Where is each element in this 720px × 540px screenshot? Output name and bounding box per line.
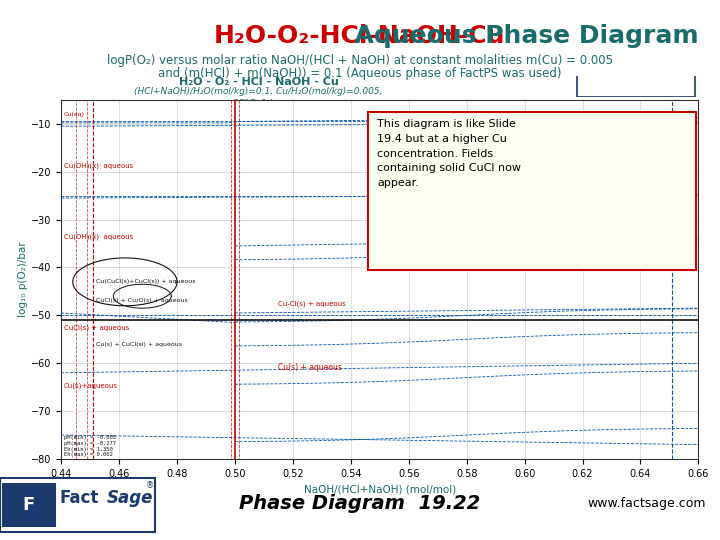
Text: Aqueous Phase Diagram: Aqueous Phase Diagram <box>22 24 698 48</box>
Text: (HCl+NaOH)/H₂O(mol/kg)=0.1, Cu/H₂O(mol/kg)=0.005,: (HCl+NaOH)/H₂O(mol/kg)=0.1, Cu/H₂O(mol/k… <box>134 87 383 97</box>
Text: ®: ® <box>673 77 681 85</box>
Text: pH(min) = -0.005
pH(max) = -0.277
Eh(min) = 1.350
Eh(max) = 0.002: pH(min) = -0.005 pH(max) = -0.277 Eh(min… <box>64 435 116 457</box>
Text: Cu-Cl(s) + aqueous: Cu-Cl(s) + aqueous <box>279 301 346 307</box>
Text: logP(O₂) versus molar ratio NaOH/(HCl + NaOH) at constant molalities m(Cu) = 0.0: logP(O₂) versus molar ratio NaOH/(HCl + … <box>107 54 613 67</box>
Text: Phase Diagram  19.22: Phase Diagram 19.22 <box>239 494 481 513</box>
Y-axis label: log₁₀ p(O₂)/bar: log₁₀ p(O₂)/bar <box>18 241 28 318</box>
Text: Sage: Sage <box>626 80 661 93</box>
Text: www.factsage.com: www.factsage.com <box>587 497 706 510</box>
Text: CuCl(s) + Cu₂O(s) + aqueous: CuCl(s) + Cu₂O(s) + aqueous <box>96 299 188 303</box>
Text: F: F <box>22 496 35 514</box>
Text: Sage: Sage <box>107 489 153 507</box>
FancyBboxPatch shape <box>577 76 695 97</box>
Text: Cu(s) + aqueous: Cu(s) + aqueous <box>279 363 342 372</box>
FancyBboxPatch shape <box>368 112 696 270</box>
Text: Fact: Fact <box>59 489 99 507</box>
Text: Cu(OH)(x)· aqueous: Cu(OH)(x)· aqueous <box>64 234 133 240</box>
FancyBboxPatch shape <box>0 477 155 532</box>
Text: Cu(s)+aqueous: Cu(s)+aqueous <box>64 382 118 389</box>
X-axis label: NaOH/(HCl+NaOH) (mol/mol): NaOH/(HCl+NaOH) (mol/mol) <box>304 484 456 494</box>
Text: This diagram is like Slide
19.4 but at a higher Cu
concentration. Fields
contain: This diagram is like Slide 19.4 but at a… <box>377 119 521 188</box>
Text: Cu(OH)(x)· aqueous: Cu(OH)(x)· aqueous <box>64 162 133 168</box>
Text: Cu(CuCl(s)+CuCl(s)) + aqueous: Cu(CuCl(s)+CuCl(s)) + aqueous <box>96 279 195 285</box>
Text: Cu(s) + CuCl(si) + aqueous: Cu(s) + CuCl(si) + aqueous <box>96 342 182 347</box>
Text: H₂O - O₂ - HCl - NaOH - Cu: H₂O - O₂ - HCl - NaOH - Cu <box>179 77 338 87</box>
Text: and (m(HCl) + m(NaOH)) = 0.1 (Aqueous phase of FactPS was used): and (m(HCl) + m(NaOH)) = 0.1 (Aqueous ph… <box>158 68 562 80</box>
Text: ®: ® <box>146 481 154 490</box>
FancyBboxPatch shape <box>2 483 56 526</box>
Text: Cu(aq): Cu(aq) <box>64 112 85 117</box>
Text: Fact: Fact <box>587 80 616 93</box>
Text: 25°C, 1 bar: 25°C, 1 bar <box>233 99 284 109</box>
Text: H₂O-O₂-HCl-NaOH-Cu: H₂O-O₂-HCl-NaOH-Cu <box>215 24 505 48</box>
Text: CuCl(s) + aqueous: CuCl(s) + aqueous <box>64 325 130 332</box>
